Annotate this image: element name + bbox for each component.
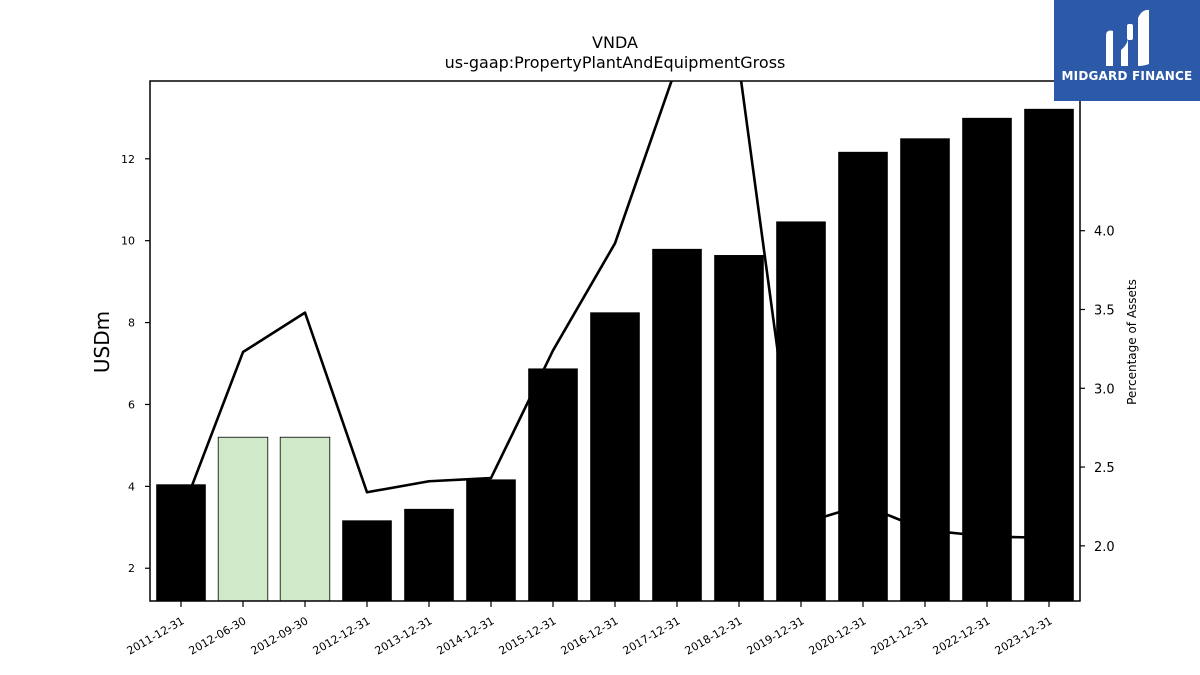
x-tick-label: 2021-12-31 bbox=[869, 614, 931, 657]
bar-2012-06-30 bbox=[217, 436, 269, 601]
x-tick-label: 2016-12-31 bbox=[559, 614, 621, 657]
bar-2012-12-31 bbox=[342, 520, 392, 601]
bar-2020-12-31 bbox=[838, 151, 888, 601]
x-tick-label: 2023-12-31 bbox=[993, 614, 1055, 657]
right-axis: 2.0 2.5 3.0 3.5 4.0 bbox=[1080, 225, 1115, 555]
x-tick-label: 2018-12-31 bbox=[683, 614, 745, 657]
y2-tick-label: 4.0 bbox=[1094, 225, 1115, 240]
x-tick-label: 2014-12-31 bbox=[435, 614, 497, 657]
x-axis: 2011-12-31 2012-06-30 2012-09-30 2012-12-31… bbox=[125, 601, 1055, 658]
y-tick-label: 6 bbox=[128, 398, 135, 411]
bar-2022-12-31 bbox=[962, 117, 1012, 601]
bar-2017-12-31 bbox=[652, 248, 702, 601]
midgard-logo-icon bbox=[1106, 9, 1149, 66]
y2-tick-label: 3.0 bbox=[1094, 382, 1115, 397]
chart-subtitle: us-gaap:PropertyPlantAndEquipmentGross bbox=[445, 53, 786, 72]
percentage-line bbox=[179, 81, 1050, 540]
y2-tick-label: 2.0 bbox=[1094, 540, 1115, 555]
y-tick-label: 4 bbox=[128, 480, 135, 493]
x-tick-label: 2020-12-31 bbox=[807, 614, 869, 657]
y-tick-label: 10 bbox=[121, 235, 135, 248]
bar-2016-12-31 bbox=[590, 312, 640, 601]
x-tick-label: 2013-12-31 bbox=[373, 614, 435, 657]
bar-2021-12-31 bbox=[900, 138, 950, 601]
bar-2019-12-31 bbox=[776, 221, 826, 601]
y-tick-label: 12 bbox=[121, 153, 135, 166]
x-tick-label: 2012-12-31 bbox=[311, 614, 373, 657]
x-tick-label: 2011-12-31 bbox=[125, 614, 187, 657]
x-tick-label: 2022-12-31 bbox=[931, 614, 993, 657]
brand-logo: MIDGARD FINANCE bbox=[1054, 0, 1200, 101]
bar-2018-12-31 bbox=[714, 255, 764, 601]
left-axis: 2 4 6 8 10 12 bbox=[121, 153, 150, 575]
x-tick-label: 2015-12-31 bbox=[497, 614, 559, 657]
bar-group bbox=[156, 108, 1074, 601]
y-tick-label: 8 bbox=[128, 317, 135, 330]
bar-2013-12-31 bbox=[404, 508, 454, 601]
x-tick-label: 2019-12-31 bbox=[745, 614, 807, 657]
bar-2011-12-31 bbox=[156, 484, 206, 601]
bar-2023-12-31 bbox=[1024, 108, 1074, 601]
line-group bbox=[179, 81, 1050, 540]
bar-2012-09-30 bbox=[279, 436, 331, 601]
chart-title: VNDA bbox=[592, 33, 638, 52]
x-tick-label: 2012-06-30 bbox=[187, 614, 249, 657]
bar-2015-12-31 bbox=[528, 368, 578, 601]
y-axis-label: USDm bbox=[90, 311, 114, 373]
y2-axis-label: Percentage of Assets bbox=[1125, 279, 1139, 405]
y2-tick-label: 3.5 bbox=[1094, 303, 1115, 318]
y-tick-label: 2 bbox=[128, 562, 135, 575]
brand-name: MIDGARD FINANCE bbox=[1061, 69, 1193, 83]
y2-tick-label: 2.5 bbox=[1094, 461, 1115, 476]
bar-2014-12-31 bbox=[466, 479, 516, 601]
x-tick-label: 2017-12-31 bbox=[621, 614, 683, 657]
x-tick-label: 2012-09-30 bbox=[249, 614, 311, 657]
